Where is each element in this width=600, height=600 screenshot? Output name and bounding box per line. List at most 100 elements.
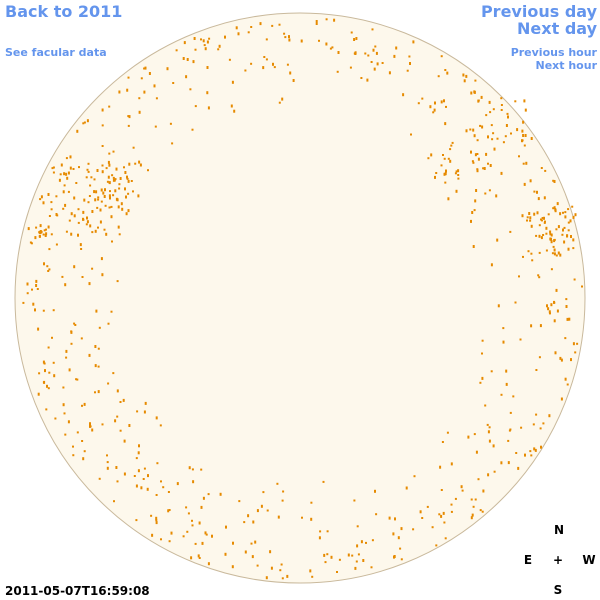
back-link[interactable]: Back to 2011 bbox=[5, 2, 122, 21]
facula bbox=[27, 227, 30, 231]
facula bbox=[440, 489, 443, 491]
facula bbox=[566, 234, 568, 238]
facula bbox=[192, 60, 195, 64]
facula bbox=[132, 190, 134, 193]
facula bbox=[469, 128, 472, 131]
facula bbox=[497, 304, 500, 308]
facula bbox=[107, 175, 110, 179]
facula bbox=[63, 172, 66, 176]
facula bbox=[75, 378, 78, 381]
facula bbox=[329, 47, 332, 50]
facula bbox=[69, 166, 72, 170]
facula bbox=[76, 378, 79, 381]
facula bbox=[103, 195, 106, 198]
facula bbox=[107, 382, 110, 385]
facula bbox=[505, 382, 508, 386]
facula bbox=[259, 22, 262, 26]
next-hour-link[interactable]: Next hour bbox=[536, 59, 598, 72]
facula bbox=[370, 61, 373, 63]
facula bbox=[108, 105, 111, 108]
facula bbox=[325, 42, 328, 46]
facula bbox=[447, 197, 450, 201]
facula bbox=[432, 111, 435, 114]
facula bbox=[55, 243, 58, 246]
facula bbox=[557, 251, 560, 255]
facula bbox=[457, 174, 460, 176]
facula bbox=[536, 190, 538, 194]
facula bbox=[502, 141, 505, 144]
facula bbox=[465, 74, 468, 78]
facula bbox=[125, 212, 128, 216]
facula bbox=[127, 76, 130, 79]
facula bbox=[559, 356, 562, 360]
facula bbox=[470, 516, 473, 520]
facula bbox=[87, 170, 90, 173]
facula bbox=[117, 205, 120, 209]
facula bbox=[228, 58, 231, 61]
facula bbox=[487, 135, 489, 139]
facula bbox=[492, 108, 495, 111]
facula bbox=[492, 132, 495, 135]
facula bbox=[276, 482, 279, 485]
facula bbox=[522, 134, 525, 137]
facula bbox=[474, 199, 477, 203]
facula bbox=[338, 558, 341, 561]
facula bbox=[116, 198, 119, 202]
facula bbox=[547, 213, 550, 216]
facula bbox=[530, 324, 533, 328]
facula bbox=[507, 461, 510, 465]
facula bbox=[360, 540, 363, 544]
previous-hour-link[interactable]: Previous hour bbox=[511, 46, 598, 59]
facula bbox=[80, 248, 83, 250]
facula bbox=[450, 462, 453, 466]
facula bbox=[433, 108, 436, 112]
facula bbox=[251, 555, 254, 559]
previous-day-link[interactable]: Previous day bbox=[481, 2, 598, 21]
facula bbox=[553, 180, 556, 183]
facula bbox=[155, 521, 158, 525]
facula bbox=[108, 194, 111, 198]
facula bbox=[186, 530, 189, 533]
facula bbox=[101, 124, 104, 127]
facula bbox=[438, 513, 441, 516]
facula bbox=[286, 574, 289, 578]
facula bbox=[65, 356, 68, 359]
facula bbox=[444, 537, 447, 540]
facula bbox=[357, 553, 360, 556]
facula bbox=[430, 153, 433, 157]
facula bbox=[493, 147, 496, 151]
facula bbox=[198, 521, 201, 525]
facula bbox=[109, 190, 111, 193]
facular-link[interactable]: See facular data bbox=[5, 46, 107, 59]
facula bbox=[238, 500, 241, 503]
facula bbox=[207, 106, 210, 110]
facula bbox=[52, 361, 55, 364]
facula bbox=[487, 473, 490, 477]
facula bbox=[42, 360, 45, 364]
facula bbox=[431, 526, 434, 529]
facula bbox=[337, 51, 340, 54]
facula bbox=[160, 538, 162, 541]
facula bbox=[47, 346, 50, 349]
next-day-link[interactable]: Next day bbox=[517, 19, 598, 38]
facula bbox=[127, 209, 130, 213]
facula bbox=[147, 474, 149, 478]
facula bbox=[561, 233, 564, 236]
facula bbox=[281, 577, 284, 580]
facula bbox=[421, 97, 424, 100]
facula bbox=[81, 404, 83, 407]
facula bbox=[406, 69, 409, 72]
facula bbox=[434, 101, 436, 105]
facula bbox=[80, 337, 83, 340]
facula bbox=[65, 230, 68, 233]
facula bbox=[35, 279, 38, 283]
facula bbox=[549, 312, 551, 315]
facula bbox=[69, 155, 72, 159]
facula bbox=[61, 275, 64, 278]
facula bbox=[73, 265, 76, 269]
facula bbox=[224, 552, 227, 556]
facula bbox=[86, 119, 89, 123]
facula bbox=[47, 270, 50, 272]
facula bbox=[231, 80, 234, 84]
facula bbox=[39, 231, 42, 235]
